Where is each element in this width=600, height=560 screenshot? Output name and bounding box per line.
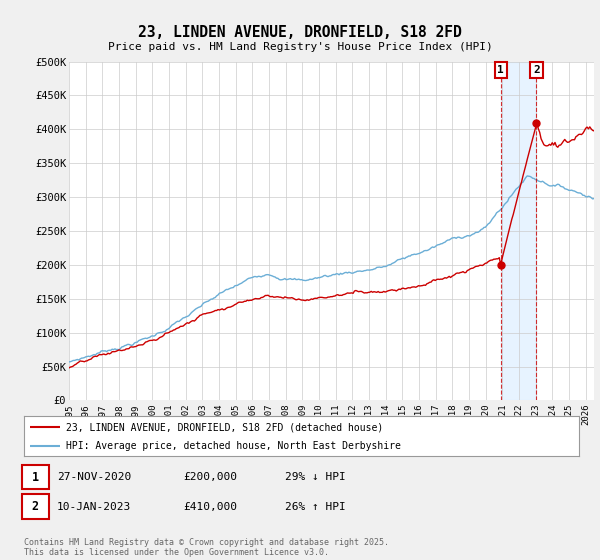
Text: 2: 2 (32, 500, 39, 514)
Text: 1: 1 (32, 470, 39, 484)
Text: £410,000: £410,000 (183, 502, 237, 512)
Text: 27-NOV-2020: 27-NOV-2020 (57, 472, 131, 482)
Text: £200,000: £200,000 (183, 472, 237, 482)
Text: 23, LINDEN AVENUE, DRONFIELD, S18 2FD: 23, LINDEN AVENUE, DRONFIELD, S18 2FD (138, 25, 462, 40)
Text: Price paid vs. HM Land Registry's House Price Index (HPI): Price paid vs. HM Land Registry's House … (107, 42, 493, 52)
Text: Contains HM Land Registry data © Crown copyright and database right 2025.
This d: Contains HM Land Registry data © Crown c… (24, 538, 389, 557)
Text: 23, LINDEN AVENUE, DRONFIELD, S18 2FD (detached house): 23, LINDEN AVENUE, DRONFIELD, S18 2FD (d… (65, 422, 383, 432)
Text: HPI: Average price, detached house, North East Derbyshire: HPI: Average price, detached house, Nort… (65, 441, 401, 451)
Text: 2: 2 (533, 65, 540, 75)
Bar (500, 62, 536, 400)
Text: 29% ↓ HPI: 29% ↓ HPI (285, 472, 346, 482)
Text: 10-JAN-2023: 10-JAN-2023 (57, 502, 131, 512)
Text: 26% ↑ HPI: 26% ↑ HPI (285, 502, 346, 512)
Text: 1: 1 (497, 65, 504, 75)
